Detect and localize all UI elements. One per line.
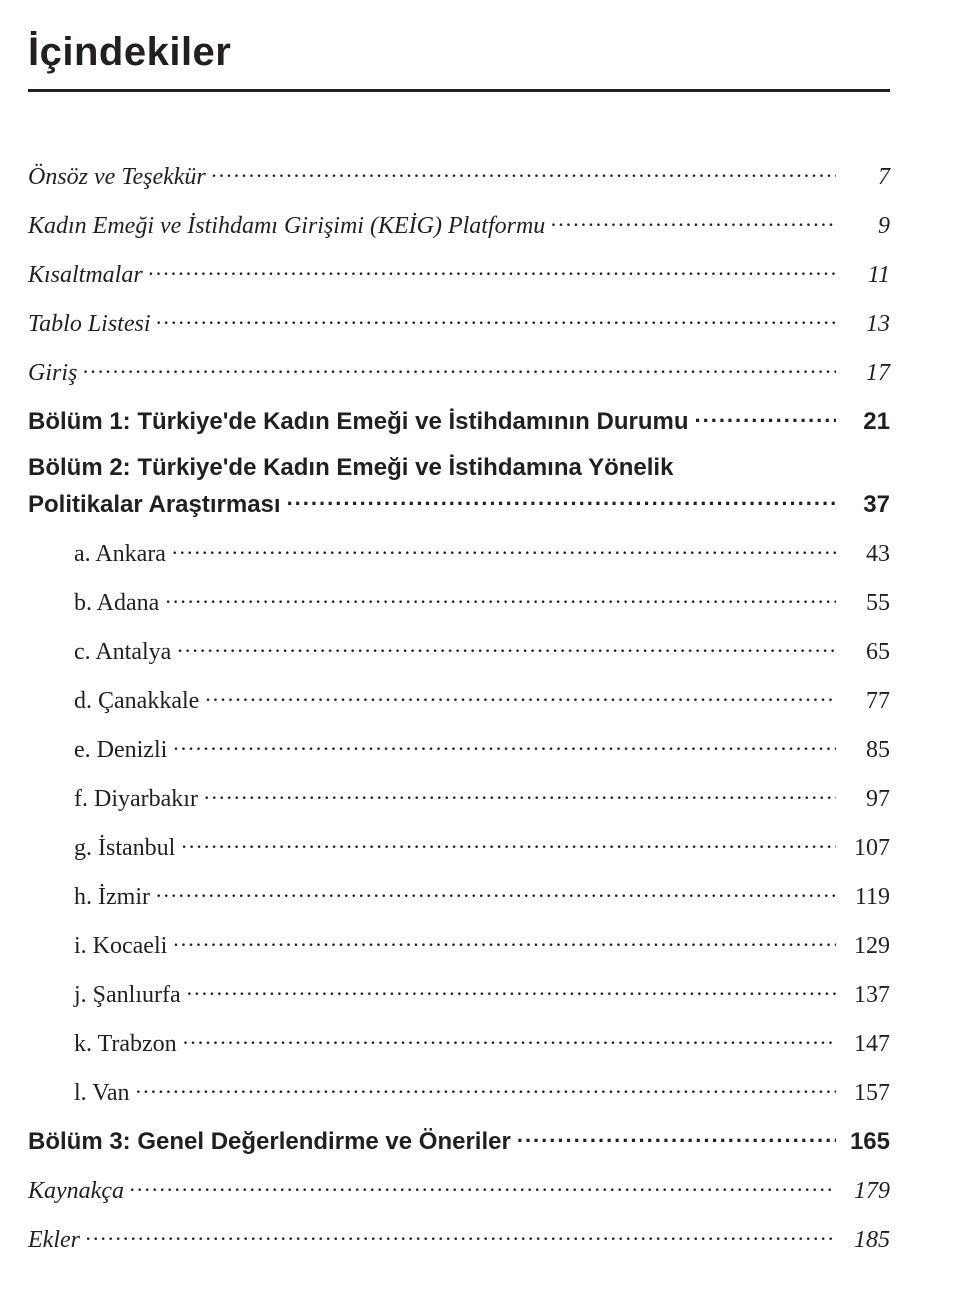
toc-entry-page: 21: [842, 408, 890, 436]
toc-entry-label: Kaynakça: [28, 1178, 124, 1205]
toc-entry-label: Politikalar Araştırması: [28, 491, 281, 519]
toc-entry-page: 147: [842, 1031, 890, 1058]
toc-entry: g. İstanbul 107: [28, 831, 890, 862]
toc-entry-label: f. Diyarbakır: [74, 786, 198, 813]
toc-entry-label: j. Şanlıurfa: [74, 982, 181, 1009]
toc-leader-dots: [183, 1027, 836, 1051]
toc-entry-page: 165: [842, 1128, 890, 1156]
toc-leader-dots: [287, 488, 836, 512]
toc-leader-dots: [136, 1076, 836, 1100]
toc-entry: f. Diyarbakır 97: [28, 782, 890, 813]
toc-leader-dots: [187, 978, 836, 1002]
toc-entry: a. Ankara 43: [28, 537, 890, 568]
toc-entry-page: 9: [842, 213, 890, 240]
toc-leader-dots: [181, 831, 836, 855]
toc-entry: Kadın Emeği ve İstihdamı Girişimi (KEİG)…: [28, 209, 890, 240]
toc-entry-label: Önsöz ve Teşekkür: [28, 164, 206, 191]
toc-entry-page: 65: [842, 639, 890, 666]
toc-leader-dots: [694, 405, 836, 429]
toc-leader-dots: [172, 537, 836, 561]
toc-entry: i. Kocaeli 129: [28, 929, 890, 960]
toc-entry-label: Kadın Emeği ve İstihdamı Girişimi (KEİG)…: [28, 213, 545, 240]
toc-entry-page: 179: [842, 1178, 890, 1205]
toc-leader-dots: [551, 209, 836, 233]
toc-leader-dots: [156, 880, 836, 904]
toc-entry-page: 55: [842, 590, 890, 617]
toc-leader-dots: [204, 782, 836, 806]
toc-entry-label: g. İstanbul: [74, 835, 175, 862]
toc-entry-label: h. İzmir: [74, 884, 150, 911]
page-container: İçindekiler Önsöz ve Teşekkür 7 Kadın Emeğ…: [0, 0, 960, 1300]
toc-entry-page: 157: [842, 1080, 890, 1107]
toc-entry: l. Van 157: [28, 1076, 890, 1107]
toc-entry: j. Şanlıurfa 137: [28, 978, 890, 1009]
toc-entry: h. İzmir 119: [28, 880, 890, 911]
toc-header: İçindekiler: [28, 30, 890, 92]
toc-entry-label: l. Van: [74, 1080, 130, 1107]
toc-entry-page: 37: [842, 491, 890, 519]
toc-entry-page: 129: [842, 933, 890, 960]
toc-entry-label: d. Çanakkale: [74, 688, 199, 715]
toc-entry: Önsöz ve Teşekkür 7: [28, 160, 890, 191]
toc-entry: Bölüm 3: Genel Değerlendirme ve Öneriler…: [28, 1125, 890, 1156]
toc-entry: Tablo Listesi 13: [28, 307, 890, 338]
page-title: İçindekiler: [28, 30, 890, 75]
toc-leader-dots: [86, 1223, 836, 1247]
toc-entry-page: 119: [842, 884, 890, 911]
toc-entry: Kaynakça 179: [28, 1174, 890, 1205]
toc-entry: c. Antalya 65: [28, 635, 890, 666]
toc-entry-page: 107: [842, 835, 890, 862]
toc-leader-dots: [157, 307, 837, 331]
toc-entry-label: c. Antalya: [74, 639, 171, 666]
toc-entry-page: 137: [842, 982, 890, 1009]
toc-leader-dots: [517, 1125, 836, 1149]
toc-entry-label: a. Ankara: [74, 541, 166, 568]
toc-entry: Bölüm 1: Türkiye'de Kadın Emeği ve İstih…: [28, 405, 890, 436]
toc-entry-label: i. Kocaeli: [74, 933, 167, 960]
toc-entry: Bölüm 2: Türkiye'de Kadın Emeği ve İstih…: [28, 454, 890, 482]
toc-entry-label: Ekler: [28, 1227, 80, 1254]
toc-leader-dots: [165, 586, 836, 610]
toc-entry-label: Bölüm 3: Genel Değerlendirme ve Öneriler: [28, 1128, 511, 1156]
toc-leader-dots: [130, 1174, 836, 1198]
toc-entry: b. Adana 55: [28, 586, 890, 617]
toc-entry: d. Çanakkale 77: [28, 684, 890, 715]
toc-entry-label: Bölüm 1: Türkiye'de Kadın Emeği ve İstih…: [28, 408, 688, 436]
toc-entry-label: Tablo Listesi: [28, 311, 151, 338]
toc-entry-label: k. Trabzon: [74, 1031, 177, 1058]
toc-leader-dots: [149, 258, 836, 282]
toc-entry: Politikalar Araştırması 37: [28, 488, 890, 519]
toc-entry-page: 77: [842, 688, 890, 715]
toc-entry: Kısaltmalar 11: [28, 258, 890, 289]
toc-entry-page: 17: [842, 360, 890, 387]
toc-entry-label: e. Denizli: [74, 737, 167, 764]
toc-entry-label: Kısaltmalar: [28, 262, 143, 289]
toc-entry-page: 85: [842, 737, 890, 764]
toc-leader-dots: [83, 356, 836, 380]
table-of-contents: Önsöz ve Teşekkür 7 Kadın Emeği ve İstihda…: [28, 160, 890, 1254]
toc-leader-dots: [177, 635, 836, 659]
toc-entry: Ekler 185: [28, 1223, 890, 1254]
toc-leader-dots: [173, 733, 836, 757]
toc-entry-page: 11: [842, 262, 890, 289]
toc-entry-label: Giriş: [28, 360, 77, 387]
toc-entry-page: 13: [842, 311, 890, 338]
toc-entry-page: 97: [842, 786, 890, 813]
toc-entry-page: 43: [842, 541, 890, 568]
toc-entry-page: 7: [842, 164, 890, 191]
toc-leader-dots: [173, 929, 836, 953]
toc-leader-dots: [212, 160, 836, 184]
toc-entry-page: 185: [842, 1227, 890, 1254]
toc-entry: k. Trabzon 147: [28, 1027, 890, 1058]
toc-leader-dots: [205, 684, 836, 708]
toc-entry-label: Bölüm 2: Türkiye'de Kadın Emeği ve İstih…: [28, 454, 890, 482]
toc-entry: Giriş 17: [28, 356, 890, 387]
toc-entry-label: b. Adana: [74, 590, 159, 617]
toc-entry: e. Denizli 85: [28, 733, 890, 764]
